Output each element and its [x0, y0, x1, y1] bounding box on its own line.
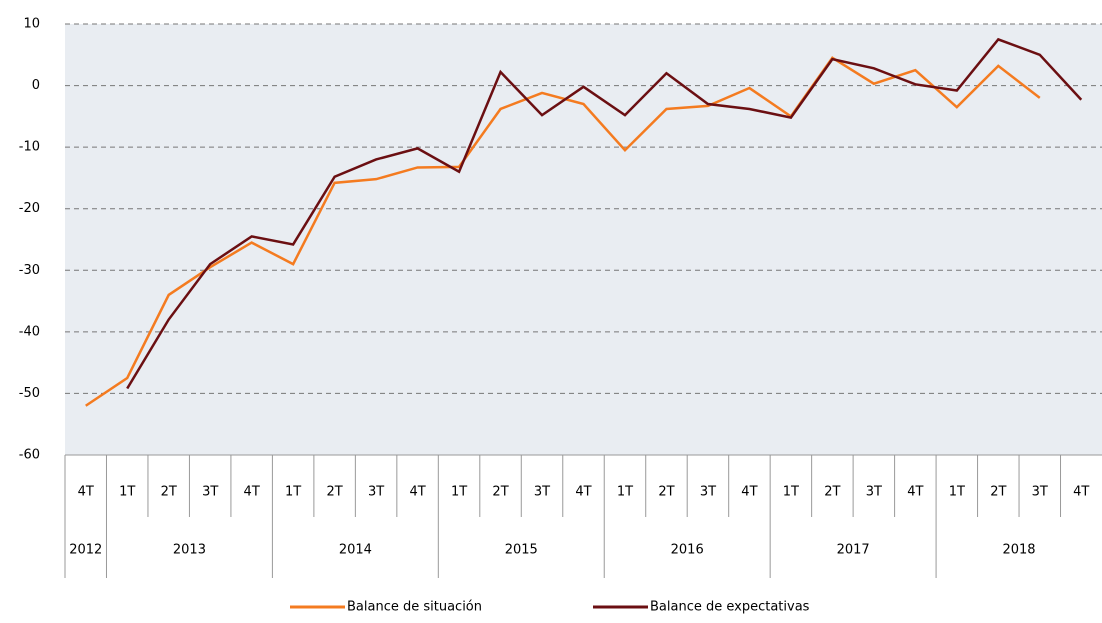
- x-tick-label: 2T: [161, 485, 177, 500]
- year-label: 2017: [837, 543, 870, 558]
- x-tick-label: 4T: [741, 485, 757, 500]
- x-tick-label: 3T: [700, 485, 716, 500]
- x-tick-label: 3T: [866, 485, 882, 500]
- y-tick-label: -10: [19, 140, 40, 155]
- x-tick-label: 1T: [617, 485, 633, 500]
- x-tick-label: 1T: [119, 485, 135, 500]
- y-tick-label: 10: [23, 17, 40, 32]
- year-label: 2014: [339, 543, 372, 558]
- x-tick-label: 4T: [1073, 485, 1089, 500]
- year-label: 2012: [69, 543, 102, 558]
- y-tick-label: -40: [19, 324, 40, 339]
- x-tick-label: 3T: [368, 485, 384, 500]
- x-tick-label: 3T: [534, 485, 550, 500]
- x-tick-label: 2T: [658, 485, 674, 500]
- x-tick-label: 4T: [575, 485, 591, 500]
- x-tick-label: 1T: [949, 485, 965, 500]
- series-line: [85, 56, 1041, 407]
- x-tick-label: 1T: [451, 485, 467, 500]
- x-tick-label: 2T: [990, 485, 1006, 500]
- x-tick-label: 2T: [492, 485, 508, 500]
- year-label: 2016: [671, 543, 704, 558]
- x-tick-label: 3T: [202, 485, 218, 500]
- y-tick-label: 0: [32, 78, 40, 93]
- x-tick-label: 4T: [409, 485, 425, 500]
- y-tick-label: -50: [19, 386, 40, 401]
- legend-label: Balance de expectativas: [650, 600, 810, 615]
- y-tick-label: -60: [19, 448, 40, 463]
- y-tick-label: -30: [19, 263, 40, 278]
- x-tick-label: 4T: [78, 485, 94, 500]
- x-tick-label: 1T: [783, 485, 799, 500]
- year-label: 2013: [173, 543, 206, 558]
- y-tick-label: -20: [19, 201, 40, 216]
- plot-area: [65, 24, 1102, 455]
- x-tick-label: 1T: [285, 485, 301, 500]
- x-tick-label: 4T: [244, 485, 260, 500]
- x-tick-label: 3T: [1032, 485, 1048, 500]
- x-tick-label: 4T: [907, 485, 923, 500]
- year-label: 2018: [1002, 543, 1035, 558]
- x-tick-label: 2T: [327, 485, 343, 500]
- legend-label: Balance de situación: [347, 600, 482, 615]
- x-tick-label: 2T: [824, 485, 840, 500]
- series-line: [126, 37, 1083, 390]
- year-label: 2015: [505, 543, 538, 558]
